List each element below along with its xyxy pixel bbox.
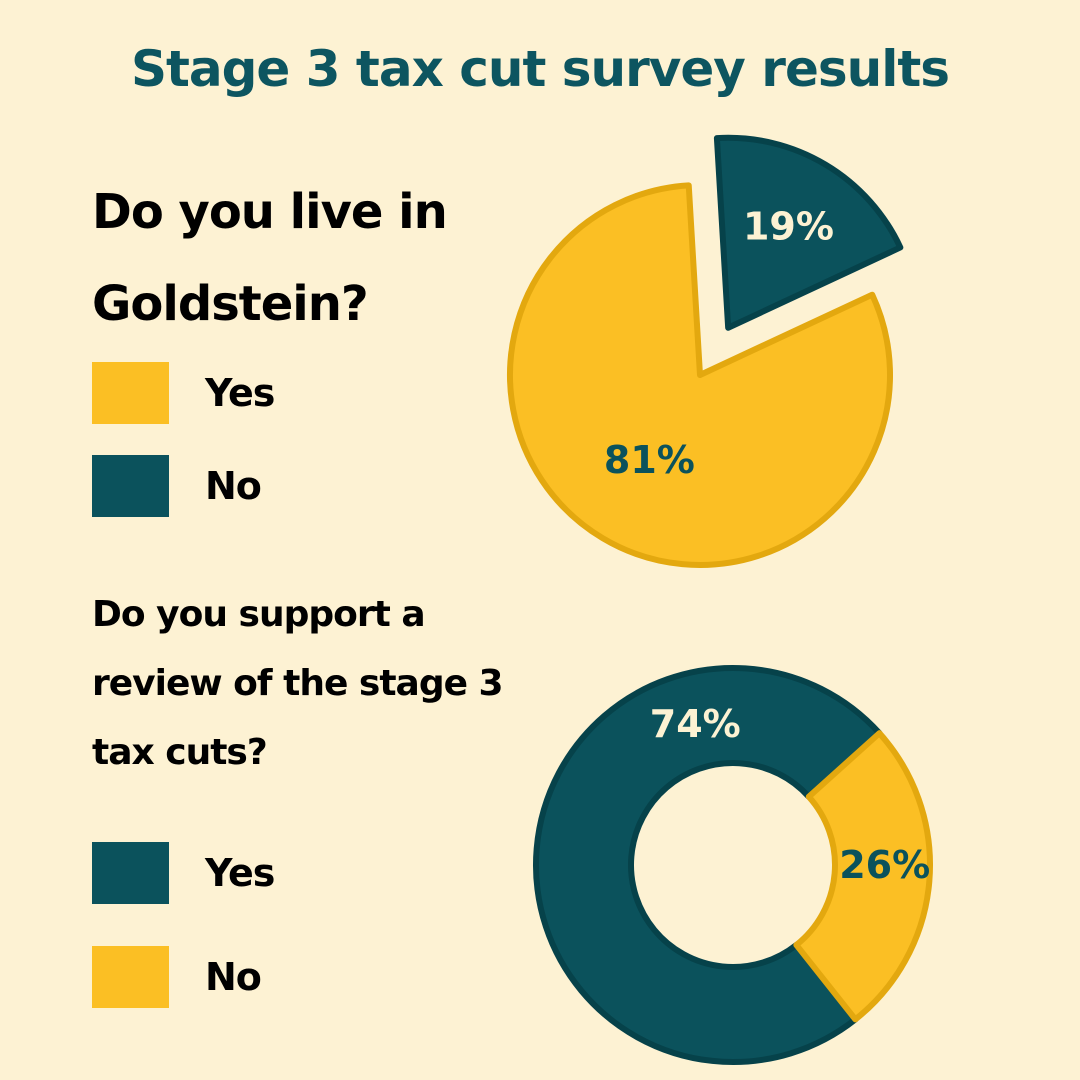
donut-slice-yes: [533, 665, 883, 1065]
question-goldstein: Do you live in Goldstein?: [92, 184, 448, 332]
donut-label-no: 26%: [839, 843, 930, 887]
review-donut-chart: 74% 26%: [533, 665, 933, 1065]
pie-label-yes: 81%: [604, 438, 695, 482]
pie-label-no: 19%: [743, 205, 834, 249]
legend-item-q2-no: No: [92, 946, 262, 1008]
donut-slice-no: [793, 730, 933, 1023]
pie-slice-no: [713, 134, 904, 331]
question-review-tax-cuts: Do you support a review of the stage 3 t…: [92, 594, 504, 773]
pie-slice-yes: [507, 182, 893, 568]
legend-item-q1-yes: Yes: [92, 362, 275, 424]
legend-label-q1-no: No: [205, 464, 262, 508]
legend-label-q1-yes: Yes: [205, 371, 275, 415]
legend-swatch-q1-yes: [92, 362, 169, 424]
goldstein-pie-chart: 81% 19%: [507, 134, 904, 568]
donut-label-yes: 74%: [650, 702, 741, 746]
page-title: Stage 3 tax cut survey results: [130, 40, 950, 98]
legend-item-q2-yes: Yes: [92, 842, 275, 904]
legend-item-q1-no: No: [92, 455, 262, 517]
legend-label-q2-no: No: [205, 955, 262, 999]
legend-swatch-q1-no: [92, 455, 169, 517]
legend-swatch-q2-yes: [92, 842, 169, 904]
legend-swatch-q2-no: [92, 946, 169, 1008]
legend-label-q2-yes: Yes: [205, 851, 275, 895]
